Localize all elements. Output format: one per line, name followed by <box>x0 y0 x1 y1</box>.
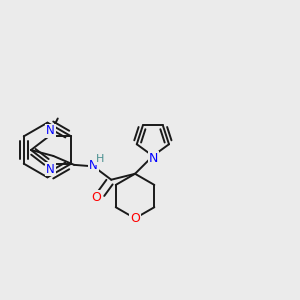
Text: N: N <box>46 124 55 137</box>
Text: N: N <box>149 152 158 165</box>
Text: O: O <box>130 212 140 225</box>
Text: N: N <box>46 163 55 176</box>
Text: H: H <box>96 154 104 164</box>
Text: O: O <box>91 191 101 204</box>
Text: N: N <box>89 159 98 172</box>
